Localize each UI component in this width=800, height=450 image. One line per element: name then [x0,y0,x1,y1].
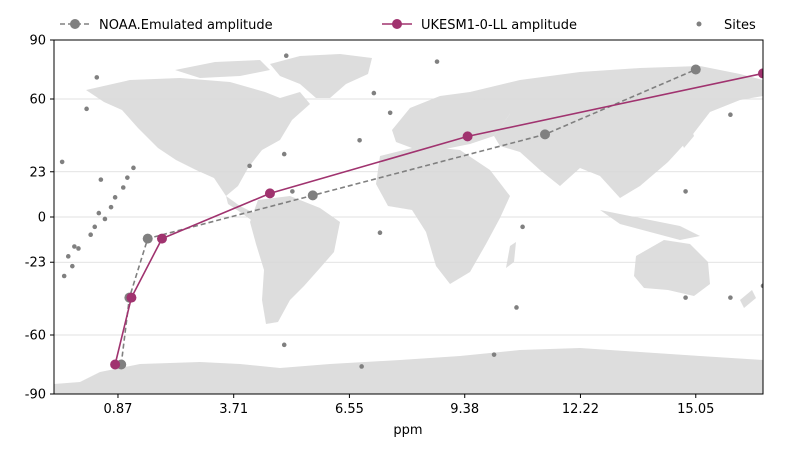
y-tick-label-6: -90 [25,388,46,403]
site-point-35 [728,295,733,300]
site-point-14 [112,195,118,200]
site-point-19 [281,151,287,157]
sites-scatter [59,53,763,369]
site-point-28 [434,59,440,64]
x-tick-label-2: 6.55 [335,402,364,417]
map-new-zealand [740,290,756,308]
series-noaa-point-4 [540,129,551,140]
site-point-29 [514,305,519,310]
map-arctic-islands [175,60,270,78]
site-point-0 [59,159,65,165]
site-point-36 [760,283,763,289]
site-point-15 [120,185,126,190]
y-tick-label-1: 60 [29,93,46,108]
series-ukesm-point-4 [462,131,473,142]
x-tick-label-4: 12.22 [562,402,599,417]
map-africa [376,146,510,284]
site-point-9 [92,224,98,230]
series-ukesm-point-5 [758,68,763,79]
legend-noaa-marker [70,19,80,29]
site-point-5 [76,246,81,251]
site-point-33 [683,295,688,300]
legend-ukesm-marker [392,19,402,29]
x-tick-label-0: 0.87 [103,402,132,417]
site-point-10 [96,210,102,216]
legend-sites-marker [696,21,702,27]
site-point-30 [520,224,525,230]
series-ukesm-point-0 [110,359,121,370]
map-madagascar [506,242,516,268]
series-noaa-point-3 [307,190,318,201]
y-tick-label-0: 90 [29,34,46,49]
series-ukesm-point-1 [126,292,137,303]
site-point-21 [290,189,295,194]
map-greenland [270,54,372,98]
site-point-31 [491,352,497,357]
site-point-32 [683,189,688,194]
site-point-6 [84,106,89,112]
site-point-20 [283,53,289,59]
y-tick-label-4: -23 [25,256,46,271]
y-axis: 90 60 23 0 -23 -60 -90 [25,34,54,403]
y-tick-label-5: -60 [25,329,46,344]
legend-noaa-label: NOAA.Emulated amplitude [99,18,273,33]
legend-sites-label: Sites [724,18,756,33]
site-point-23 [357,138,362,143]
map-europe [392,92,510,150]
site-point-13 [108,204,114,210]
site-point-7 [94,75,100,80]
map-antarctica [54,348,763,394]
site-point-11 [88,232,93,237]
y-tick-label-3: 0 [38,211,46,226]
site-point-2 [65,254,71,259]
site-point-18 [247,163,252,169]
series-noaa-point-5 [690,64,701,75]
site-point-1 [61,273,67,279]
map-japan [676,120,694,148]
legend: NOAA.Emulated amplitude UKESM1-0-LL ampl… [60,18,756,33]
series-ukesm-point-2 [156,233,167,244]
map-australia [634,240,710,296]
map-se-asia-islands [600,210,700,240]
map-north-america [86,78,310,196]
site-point-17 [131,165,136,171]
x-axis-label: ppm [393,423,422,438]
site-point-22 [281,342,287,348]
site-point-26 [377,230,383,236]
site-point-25 [387,110,393,116]
series-ukesm-point-3 [264,188,275,199]
world-map [54,54,763,394]
site-point-3 [72,244,77,249]
x-tick-label-1: 3.71 [219,402,248,417]
site-point-12 [102,216,108,222]
site-point-16 [125,175,130,180]
site-point-34 [728,112,733,118]
map-asia [470,66,763,198]
site-point-4 [70,263,75,269]
series-ukesm-line [114,72,763,365]
x-axis: 0.87 3.71 6.55 9.38 12.22 15.05 [103,394,714,417]
series-noaa-point-2 [142,233,153,244]
map-south-america [250,196,340,324]
site-point-24 [371,90,377,96]
legend-ukesm-label: UKESM1-0-LL amplitude [421,18,577,33]
site-point-8 [98,177,104,182]
y-tick-label-2: 23 [29,165,46,180]
series-lines [110,64,763,370]
x-tick-label-5: 15.05 [677,402,714,417]
site-point-27 [359,364,364,369]
x-tick-label-3: 9.38 [450,402,479,417]
